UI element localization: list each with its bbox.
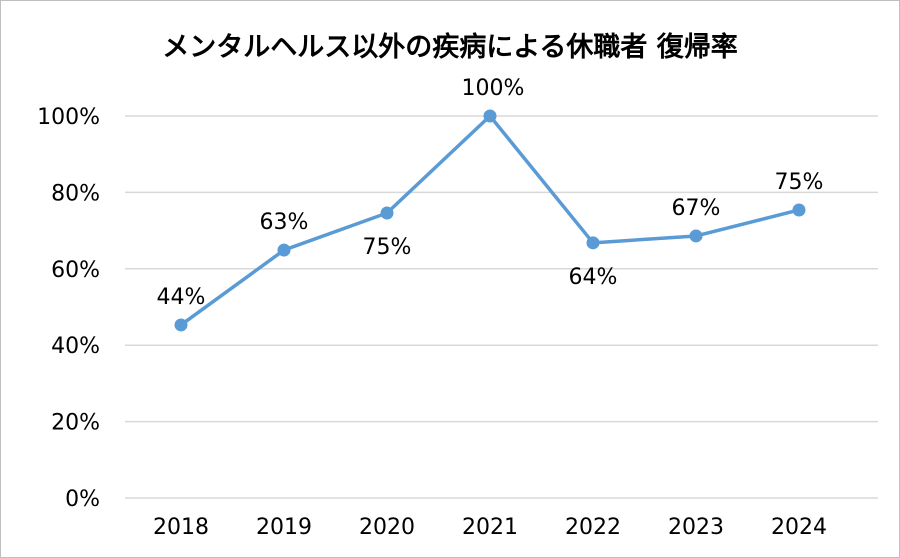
y-tick-label: 100% [37, 105, 100, 130]
y-tick-label: 80% [51, 181, 100, 206]
x-tick-label: 2018 [153, 515, 209, 540]
y-tick-label: 40% [51, 334, 100, 359]
data-point [483, 109, 497, 123]
data-point [277, 243, 291, 257]
data-point [174, 318, 188, 332]
data-point [689, 229, 703, 243]
x-tick-label: 2023 [668, 515, 724, 540]
chart-title: メンタルヘルス以外の疾病による休職者 復帰率 [162, 31, 738, 63]
data-label: 75% [363, 235, 412, 260]
data-label: 63% [260, 210, 309, 235]
data-point [586, 236, 600, 250]
y-tick-label: 0% [65, 487, 100, 512]
y-tick-label: 20% [51, 411, 100, 436]
data-label: 64% [569, 265, 618, 290]
x-tick-label: 2021 [462, 515, 518, 540]
y-tick-label: 60% [51, 258, 100, 283]
data-label: 75% [775, 170, 824, 195]
data-label: 44% [157, 285, 206, 310]
data-label: 67% [672, 196, 721, 221]
x-tick-label: 2019 [256, 515, 312, 540]
data-point [380, 206, 394, 220]
data-point [792, 203, 806, 217]
x-tick-label: 2020 [359, 515, 415, 540]
x-tick-label: 2024 [771, 515, 827, 540]
x-tick-label: 2022 [565, 515, 621, 540]
data-label: 100% [462, 76, 525, 101]
